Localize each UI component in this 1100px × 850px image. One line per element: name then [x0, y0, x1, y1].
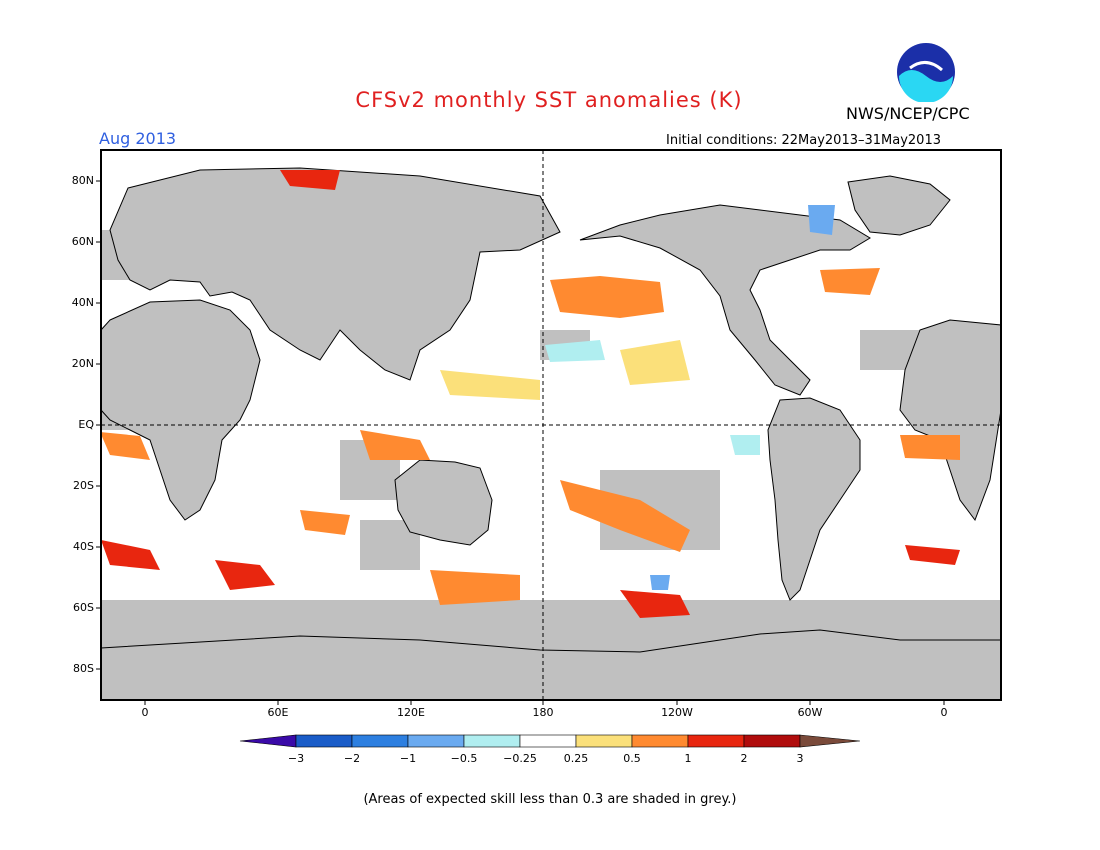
lon-label: 60W — [797, 706, 823, 719]
north-america — [579, 204, 871, 396]
anomaly-patch — [101, 540, 160, 570]
colorbar-label: −2 — [343, 752, 361, 765]
colorbar-label: 0.25 — [563, 752, 589, 765]
lat-label: EQ — [78, 418, 94, 431]
lat-label: 80S — [73, 662, 94, 675]
colorbar-label: 0.5 — [623, 752, 641, 765]
colorbar-high-end — [799, 734, 861, 748]
colorbar-label: 1 — [684, 752, 692, 765]
anomaly-patch — [545, 340, 605, 362]
page-title: CFSv2 monthly SST anomalies (K) — [355, 88, 743, 112]
colorbar-swatch — [743, 734, 801, 748]
eurasia — [109, 167, 561, 381]
anomaly-patch — [100, 432, 150, 460]
anomaly-patch — [620, 340, 690, 385]
colorbar-swatch — [351, 734, 409, 748]
colorbar-label: 3 — [796, 752, 804, 765]
anomaly-patch — [550, 276, 664, 318]
colorbar-swatch — [519, 734, 577, 748]
tick-marks — [96, 180, 945, 705]
colorbar-swatch — [631, 734, 689, 748]
anomaly-patch — [215, 560, 275, 590]
lat-label: 40N — [71, 296, 94, 309]
colorbar-low-end — [239, 734, 297, 748]
colorbar-swatch — [407, 734, 465, 748]
anomaly-patch — [650, 575, 670, 590]
lat-label: 40S — [73, 540, 94, 553]
colorbar-swatch — [463, 734, 521, 748]
anomaly-patch — [300, 510, 350, 535]
lat-label: 20N — [71, 357, 94, 370]
lon-label: 0 — [141, 706, 149, 719]
warm-anomalies — [100, 170, 960, 618]
graticule — [101, 150, 1001, 700]
forecast-month: Aug 2013 — [99, 129, 177, 148]
anomaly-patch — [820, 268, 880, 295]
anomaly-patch — [560, 480, 690, 552]
africa — [100, 299, 261, 521]
colorbar-label: −1 — [399, 752, 417, 765]
anomaly-patch — [430, 570, 520, 605]
lon-label: 120E — [397, 706, 425, 719]
greenland — [847, 175, 951, 236]
colorbar-label: 2 — [740, 752, 748, 765]
colorbar-label: −0.25 — [503, 752, 537, 765]
anomaly-patch — [360, 430, 430, 460]
colorbar — [239, 734, 861, 748]
lat-label: 60N — [71, 235, 94, 248]
australia — [394, 459, 493, 546]
colorbar-swatch — [687, 734, 745, 748]
organization-label: NWS/NCEP/CPC — [846, 104, 970, 123]
anomaly-patch — [905, 545, 960, 565]
lat-label: 80N — [71, 174, 94, 187]
colorbar-swatch — [575, 734, 633, 748]
cool-anomalies — [545, 205, 835, 590]
lon-label: 0 — [940, 706, 948, 719]
lon-label: 180 — [532, 706, 554, 719]
noaa-logo-icon — [896, 42, 956, 103]
anomaly-patch — [730, 435, 760, 455]
footnote: (Areas of expected skill less than 0.3 a… — [363, 792, 737, 807]
lon-label: 120W — [661, 706, 693, 719]
lat-label: 20S — [73, 479, 94, 492]
anomaly-patch — [900, 435, 960, 460]
land-masses — [100, 167, 1002, 701]
anomaly-patch — [620, 590, 690, 618]
anomaly-patch — [280, 170, 340, 190]
anomaly-patch — [440, 370, 540, 400]
initial-conditions: Initial conditions: 22May2013–31May2013 — [666, 133, 941, 148]
colorbar-label: −3 — [287, 752, 305, 765]
lon-label: 60E — [267, 706, 289, 719]
anomaly-patch — [808, 205, 835, 235]
colorbar-swatch — [295, 734, 353, 748]
lat-label: 60S — [73, 601, 94, 614]
colorbar-label: −0.5 — [450, 752, 478, 765]
